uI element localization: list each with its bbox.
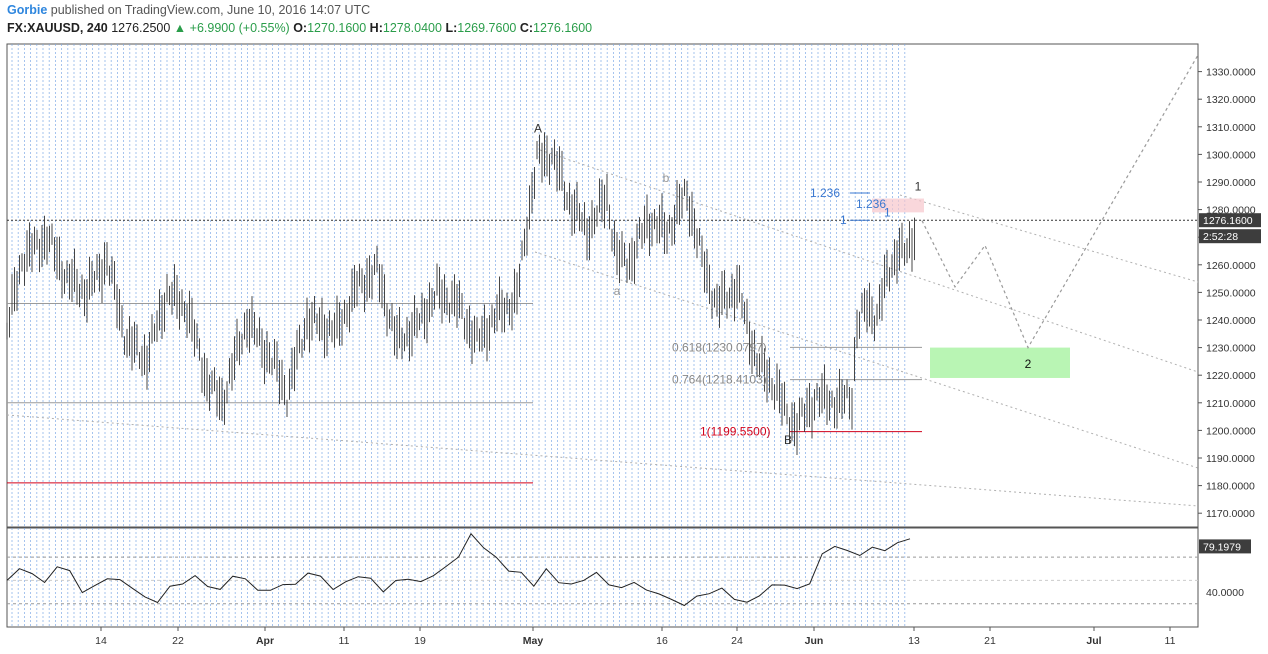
x-tick-label: 13	[908, 635, 920, 647]
x-tick-label: 19	[414, 635, 426, 647]
wave-label: b	[663, 171, 670, 185]
pink-zone	[872, 198, 924, 213]
current-price-tag	[1199, 213, 1261, 228]
rsi-current-tag	[1199, 539, 1251, 554]
forecast-path	[921, 54, 1199, 349]
low-value: 1269.7600	[457, 21, 517, 35]
close-value: 1276.1600	[533, 21, 593, 35]
low-label: L:	[445, 21, 458, 35]
wave-label: 1	[915, 179, 922, 193]
channel-line	[539, 149, 1199, 373]
wave-label: B	[784, 433, 792, 447]
countdown-tag	[1199, 229, 1261, 244]
open-label: O:	[293, 21, 308, 35]
rsi-line	[6, 532, 911, 607]
countdown-text: 2:52:28	[1203, 231, 1238, 243]
price-tick-label: 1300.0000	[1206, 149, 1256, 161]
change-value: ▲ +6.9900 (+0.55%)	[173, 21, 290, 35]
fib-label: 1(1199.5500)	[700, 425, 771, 439]
open-value: 1270.1600	[307, 21, 367, 35]
price-series	[6, 132, 915, 455]
rsi-tick-label: 40.0000	[1206, 587, 1244, 599]
x-tick-label: 22	[172, 635, 184, 647]
current-price-text: 1276.1600	[1203, 215, 1253, 227]
price-tick-label: 1200.0000	[1206, 425, 1256, 437]
price-tick-label: 1210.0000	[1206, 398, 1256, 410]
fib-label: 1	[884, 205, 891, 219]
price-tick-label: 1290.0000	[1206, 177, 1256, 189]
x-tick-label: Apr	[256, 635, 274, 647]
fib-label: 1	[840, 213, 847, 227]
ohlc-legend: FX:XAUUSD, 240 1276.2500 ▲ +6.9900 (+0.5…	[7, 21, 592, 35]
price-tick-label: 1250.0000	[1206, 287, 1256, 299]
price-tick-label: 1170.0000	[1206, 508, 1255, 520]
published-text: published on TradingView.com, June 10, 2…	[50, 3, 371, 17]
close-label: C:	[519, 21, 534, 35]
target-zone	[930, 347, 1070, 378]
rsi-pane	[6, 527, 1199, 628]
price-tick-label: 1230.0000	[1206, 343, 1256, 355]
price-tick-label: 1220.0000	[1206, 370, 1256, 382]
x-tick-label: 14	[95, 635, 107, 647]
x-tick-label: 11	[339, 635, 350, 647]
publisher-line: Gorbie published on TradingView.com, Jun…	[7, 3, 370, 17]
price-tick-label: 1260.0000	[1206, 260, 1256, 272]
x-tick-label: 11	[1165, 635, 1176, 647]
x-tick-label: Jul	[1086, 635, 1101, 647]
price-tick-label: 1240.0000	[1206, 315, 1256, 327]
price-tick-label: 1180.0000	[1206, 481, 1255, 493]
rsi-current-text: 79.1979	[1203, 541, 1241, 553]
x-tick-label: 16	[656, 635, 668, 647]
price-pane	[6, 43, 1199, 528]
wave-label: A	[534, 121, 542, 135]
price-tick-label: 1320.0000	[1206, 94, 1256, 106]
x-tick-label: May	[523, 635, 544, 647]
x-tick-label: 24	[731, 635, 743, 647]
channel-line	[899, 194, 1199, 283]
fib-label: 0.618(1230.0797)	[672, 340, 767, 354]
channel-line	[534, 251, 1199, 469]
x-tick-label: Jun	[805, 635, 824, 647]
price-tick-label: 1310.0000	[1206, 122, 1256, 134]
x-tick-label: 21	[984, 635, 996, 647]
high-label: H:	[369, 21, 383, 35]
symbol-label[interactable]: FX:XAUUSD, 240	[7, 21, 108, 35]
price-tick-label: 1330.0000	[1206, 67, 1256, 79]
fib-label: 1.236	[810, 186, 840, 200]
price-tick-label: 1190.0000	[1206, 453, 1255, 465]
last-price: 1276.2500	[111, 21, 171, 35]
target-zone-label: 2	[1025, 357, 1032, 371]
fib-label: 0.764(1218.4103)	[672, 373, 767, 387]
wave-label: a	[614, 284, 621, 298]
high-value: 1278.0400	[382, 21, 442, 35]
session-stripes	[11, 44, 906, 627]
channel-line	[6, 414, 1199, 507]
author-link[interactable]: Gorbie	[7, 3, 48, 17]
fib-label: 1.236	[856, 197, 886, 211]
